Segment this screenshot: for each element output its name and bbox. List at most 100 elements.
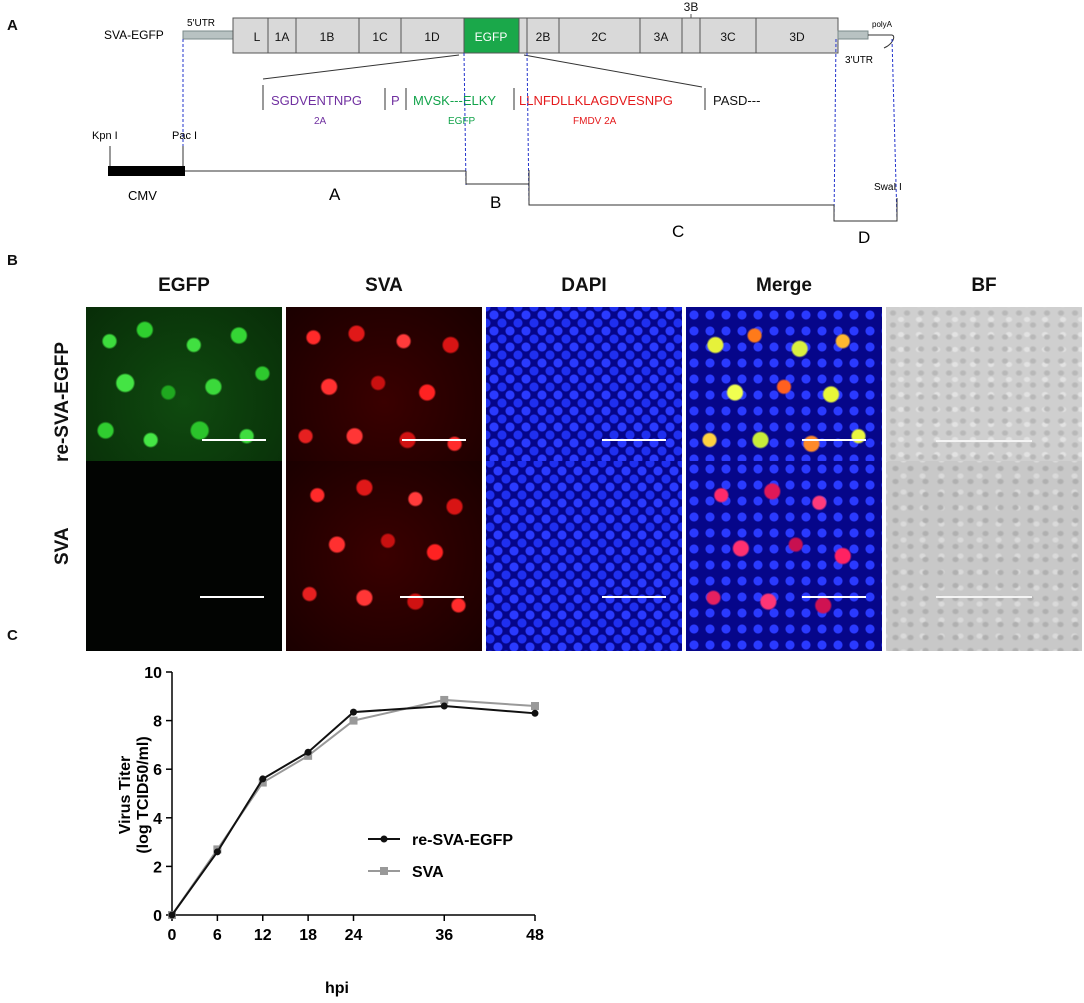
x-tick-label: 24 [345,927,363,944]
micrograph-bf-sva [886,461,1082,651]
gene-label-2C: 2C [591,30,607,44]
gene-label-L: L [254,30,261,44]
scale-bar [402,439,466,441]
x-tick-label: 6 [213,927,222,944]
data-point-re-sva-egfp [440,702,448,710]
legend-label-sva: SVA [412,864,444,881]
gene-label-3D: 3D [789,30,805,44]
label-egfp: EGFP [448,116,476,127]
genome-diagram: SVA-EGFP 5'UTR L 1A 1B 1C 1D EGFP 2B 2C … [92,0,902,247]
scale-bar [202,439,266,441]
seq-pasd: PASD--- [713,93,760,108]
row-label-re-sva-egfp: re-SVA-EGFP [52,341,73,462]
gene-label-2B: 2B [536,30,551,44]
data-point-re-sva-egfp [213,848,221,856]
gene-label-1B: 1B [320,30,335,44]
legend-marker-re-sva-egfp [380,835,388,843]
gene-box-2B [526,17,560,54]
legend: re-SVA-EGFP SVA [368,832,513,881]
column-title-bf: BF [971,275,997,296]
gene-label-3A: 3A [654,30,669,44]
x-tick-label: 18 [299,927,317,944]
utr3-label: 3'UTR [845,55,873,66]
cmv-bar [108,166,185,176]
x-tick-label: 36 [435,927,453,944]
data-point-re-sva-egfp [259,775,267,783]
construct-name: SVA-EGFP [104,28,164,42]
legend-marker-sva [380,867,388,875]
x-axis-title: hpi [325,980,349,997]
y-tick-label: 4 [153,811,162,828]
fragment-c-line [528,184,834,206]
guide-line-polya [891,38,898,221]
scale-bar [602,596,666,598]
gene-box-1B [295,17,360,54]
scale-bar [802,596,866,598]
kpn-label: Kpn I [92,130,118,142]
data-point-re-sva-egfp [350,708,357,716]
pac-label: Pac I [172,130,197,142]
scale-bar [936,596,1032,598]
seq-p: P [391,93,400,108]
fragment-d-label: D [858,228,870,247]
zoom-line-right [523,54,703,88]
y-ticks: 0 2 4 6 8 10 [144,665,172,925]
micrograph-egfp-sva [86,461,282,651]
gene-box-EGFP [463,17,520,54]
guide-line-3utr [833,38,837,221]
gene-label-3B: 3B [684,0,699,14]
data-point-re-sva-egfp [304,748,312,756]
seq-fmdv: LLNFDLLKLAGDVESNPG [519,93,673,108]
fragment-b-label: B [490,193,501,212]
y-axis-title-line2: (log TCID50/ml) [135,736,152,853]
x-tick-label: 0 [168,927,177,944]
gene-label-EGFP: EGFP [475,30,508,44]
data-point-re-sva-egfp [531,709,539,717]
gene-box-L [232,17,269,54]
series-line-re-sva-egfp [171,705,536,916]
chart-series [168,695,539,919]
cmv-label: CMV [128,188,157,203]
data-point-sva [440,695,449,704]
gene-box-3D [755,17,839,54]
data-point-re-sva-egfp [168,911,176,919]
gene-box-2C [558,17,641,54]
label-fmdv: FMDV 2A [573,116,617,127]
gene-label-1A: 1A [275,30,290,44]
gene-label-1D: 1D [424,30,440,44]
panel-b-letter: B [7,252,18,269]
y-tick-label: 0 [153,908,162,925]
column-title-dapi: DAPI [561,275,607,296]
series-line-sva [171,698,536,916]
gene-box-3A [639,17,683,54]
data-point-sva [304,751,313,760]
polya-hook [883,34,895,49]
utr3-box [837,30,869,40]
column-title-merge: Merge [756,275,812,296]
fragment-d-bracket [833,198,898,222]
data-point-sva [258,778,267,787]
scale-bar [802,439,866,441]
scale-bar [200,596,264,598]
micrograph-dapi-sva [486,461,682,651]
gene-box-linker [518,17,528,54]
y-tick-label: 2 [153,859,162,876]
y-tick-label: 10 [144,665,162,682]
column-title-egfp: EGFP [158,275,210,296]
fragment-c-label: C [672,222,684,241]
legend-label-re-sva-egfp: re-SVA-EGFP [412,832,513,849]
scale-bar [400,596,464,598]
x-ticks: 0 6 12 18 24 36 48 [168,915,544,944]
micrograph-sva-sva [286,461,482,651]
swai-label: SwaI I [874,182,902,193]
utr5-label: 5'UTR [187,18,215,29]
fragment-b-bracket [465,170,530,185]
column-title-sva: SVA [365,275,403,296]
data-point-sva [531,702,539,711]
gene-box-1D [400,17,465,54]
fragment-a-label: A [329,185,341,204]
polya-label: polyA [872,20,893,29]
y-axis-title-line1: Virus Titer [117,756,134,835]
gene-box-3B [681,17,701,54]
